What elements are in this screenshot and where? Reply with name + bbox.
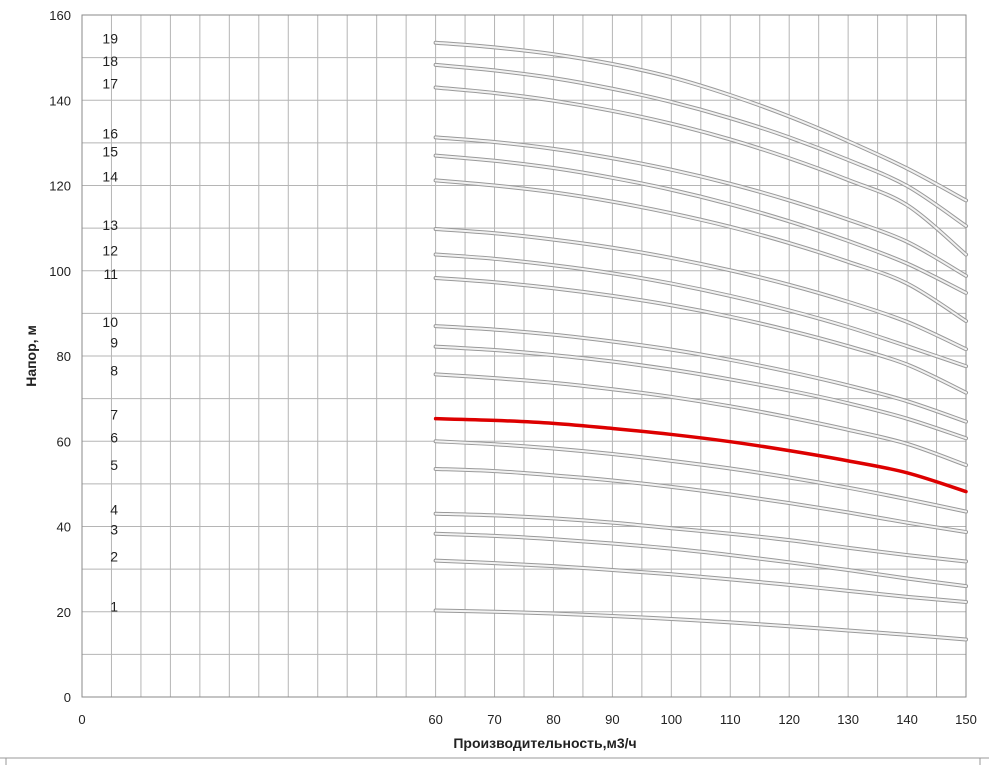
series-line <box>434 86 967 256</box>
series-line <box>434 559 967 603</box>
curve-label: 9 <box>110 335 118 351</box>
series-line <box>434 467 967 534</box>
y-tick-label: 0 <box>64 690 71 705</box>
y-tick-label: 40 <box>57 520 71 535</box>
series-group <box>433 40 968 642</box>
series-line <box>434 63 967 227</box>
series-line <box>434 532 967 588</box>
y-tick-label: 140 <box>49 93 71 108</box>
curve-label: 19 <box>102 31 118 47</box>
curve-label: 11 <box>103 266 118 282</box>
series-line <box>434 512 967 563</box>
curve-label: 4 <box>110 502 118 518</box>
series-line <box>434 373 967 467</box>
x-tick-label: 100 <box>660 712 682 727</box>
curve-label: 3 <box>110 522 118 538</box>
y-tick-label: 100 <box>49 264 71 279</box>
series-line <box>434 227 967 351</box>
y-tick-label: 120 <box>49 179 71 194</box>
curve-label: 16 <box>102 125 118 141</box>
x-tick-label: 80 <box>546 712 560 727</box>
series-line <box>434 41 967 202</box>
curve-label: 13 <box>102 217 118 233</box>
series-line <box>434 325 967 423</box>
tick-labels-group: 0 60 70 80 90 100 110 120 130 140 1500204060801001… <box>49 8 977 727</box>
series-line <box>434 179 967 323</box>
curve-label: 12 <box>102 243 118 259</box>
series-line-highlighted <box>433 416 968 494</box>
curve-label: 10 <box>102 314 118 330</box>
curve-label: 18 <box>102 53 118 69</box>
curve-label: 7 <box>110 407 118 423</box>
series-line <box>434 154 967 294</box>
curve-label: 2 <box>110 549 118 565</box>
x-tick-label: 70 <box>487 712 501 727</box>
plot-area-border <box>81 14 967 698</box>
series-line <box>434 440 967 513</box>
series-line <box>434 277 967 394</box>
curve-label: 8 <box>110 362 118 378</box>
y-axis-title: Напор, м <box>23 325 39 387</box>
x-axis-title: Производительность,м3/ч <box>453 735 636 751</box>
y-tick-label: 160 <box>49 8 71 23</box>
series-line <box>434 136 967 277</box>
x-tick-label: 120 <box>778 712 800 727</box>
x-tick-label: 150 <box>955 712 977 727</box>
x-tick-label: 110 <box>720 712 741 727</box>
curve-label: 6 <box>110 429 118 445</box>
x-tick-label: 90 <box>605 712 619 727</box>
x-tick-label: 60 <box>428 712 442 727</box>
series-line <box>434 253 967 368</box>
curve-label: 5 <box>110 457 118 473</box>
x-tick-label: 140 <box>896 712 918 727</box>
series-line <box>434 609 967 641</box>
x-tick-label: 130 <box>837 712 859 727</box>
curve-label: 1 <box>110 598 118 614</box>
curve-label: 14 <box>102 168 118 184</box>
curve-label: 15 <box>102 144 118 160</box>
x-tick-label: 0 <box>78 712 85 727</box>
y-tick-label: 80 <box>57 349 71 364</box>
y-tick-label: 20 <box>57 605 71 620</box>
series-line <box>434 345 967 440</box>
y-tick-label: 60 <box>57 434 71 449</box>
curve-label: 17 <box>102 75 118 91</box>
